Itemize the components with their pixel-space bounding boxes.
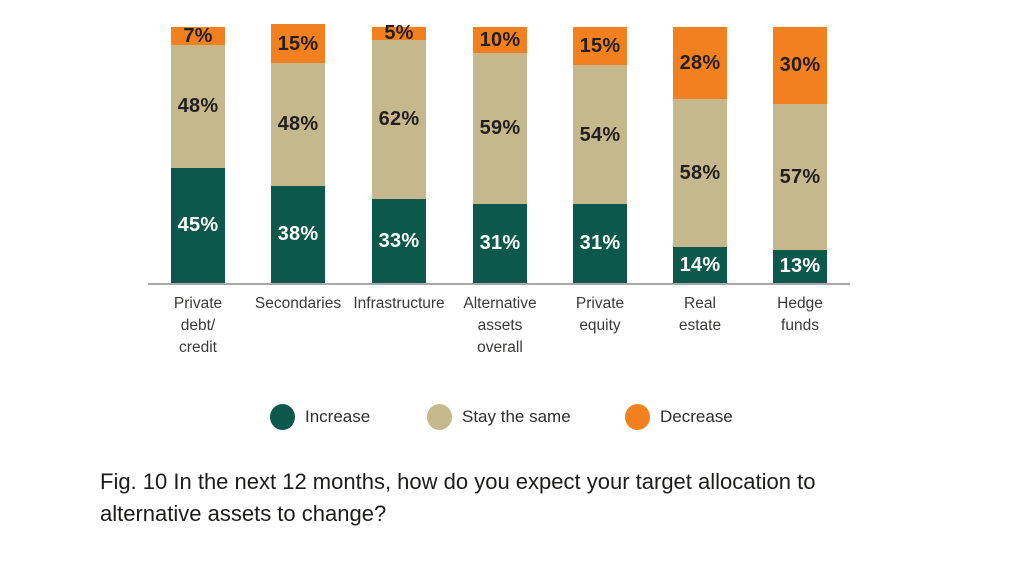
bar-segment: 31% [473,203,527,283]
segment-value-label: 33% [378,229,420,252]
bar-1: 45% 48% 7% [171,24,225,283]
segment-value-label: 10% [479,28,521,51]
x-axis-label: Hedge funds [777,295,823,334]
segment-value-label: 31% [579,232,621,255]
bar-segment: 54% [573,65,627,204]
segment-value-label: 45% [177,214,219,237]
bar-segment: 48% [171,44,225,168]
bar-6: 14% 58% 28% [673,27,727,283]
bar-segment: 31% [573,203,627,283]
bar-3: 33% 62% 5% [372,23,426,283]
x-axis-label: Real estate [678,295,722,334]
bar-4: 31% 59% 10% [473,27,527,283]
legend-swatch-stay-the-same [427,404,452,430]
bar-segment: 10% [473,27,527,53]
x-axis-line [148,283,850,285]
bar-segment: 15% [573,27,627,66]
segment-value-label: 48% [277,113,319,136]
segment-value-label: 62% [378,108,420,131]
bar-segment: 48% [271,62,325,186]
figure-caption: Fig. 10 In the next 12 months, how do yo… [100,466,940,530]
bar-segment: 45% [171,167,225,283]
bar-7: 13% 57% 30% [773,27,827,283]
segment-value-label: 28% [679,51,721,74]
bar-segment: 30% [773,27,827,104]
legend-item-increase: Increase [270,403,370,431]
x-axis-label: Private equity [575,295,625,334]
bar-segment: 58% [673,98,727,248]
caption-line-1: Fig. 10 In the next 12 months, how do yo… [100,469,816,494]
segment-value-label: 54% [579,123,621,146]
segment-value-label: 30% [779,54,821,77]
legend: Increase Stay the same Decrease [0,403,1024,433]
x-axis-label: Infrastructure [353,295,445,312]
segment-value-label: 57% [779,165,821,188]
segment-value-label: 14% [679,254,721,277]
bar-segment: 14% [673,247,727,283]
segment-value-label: 13% [779,255,821,278]
legend-label-decrease: Decrease [660,407,733,426]
segment-value-label: 59% [479,117,521,140]
legend-swatch-increase [270,404,295,430]
bar-segment: 28% [673,27,727,99]
segment-value-label: 58% [679,161,721,184]
caption-line-2: alternative assets to change? [100,501,387,526]
bar-segment: 7% [171,24,225,47]
segment-value-label: 15% [277,32,319,55]
bar-segment: 13% [773,249,827,283]
bar-segment: 15% [271,24,325,63]
legend-item-decrease: Decrease [625,403,733,431]
segment-value-label: 15% [579,35,621,58]
bar-segment: 62% [372,39,426,199]
bar-segment: 38% [271,185,325,283]
bar-5: 31% 54% 15% [573,27,627,283]
segment-value-label: 38% [277,223,319,246]
segment-value-label: 5% [384,22,414,45]
legend-label-stay-the-same: Stay the same [462,407,571,426]
legend-item-stay-the-same: Stay the same [427,403,571,431]
bar-segment: 33% [372,198,426,283]
bar-segment: 5% [372,23,426,43]
x-axis-label: Secondaries [254,295,342,312]
bar-segment: 59% [473,52,527,204]
bar-segment: 57% [773,103,827,250]
segment-value-label: 31% [479,232,521,255]
legend-label-increase: Increase [305,407,371,426]
legend-swatch-decrease [625,404,650,430]
x-axis-label: Private debt/ credit [173,295,223,356]
segment-value-label: 7% [183,24,213,47]
x-axis-label: Alternative assets overall [463,295,537,356]
segment-value-label: 48% [177,95,219,118]
bar-2: 38% 48% 15% [271,24,325,283]
